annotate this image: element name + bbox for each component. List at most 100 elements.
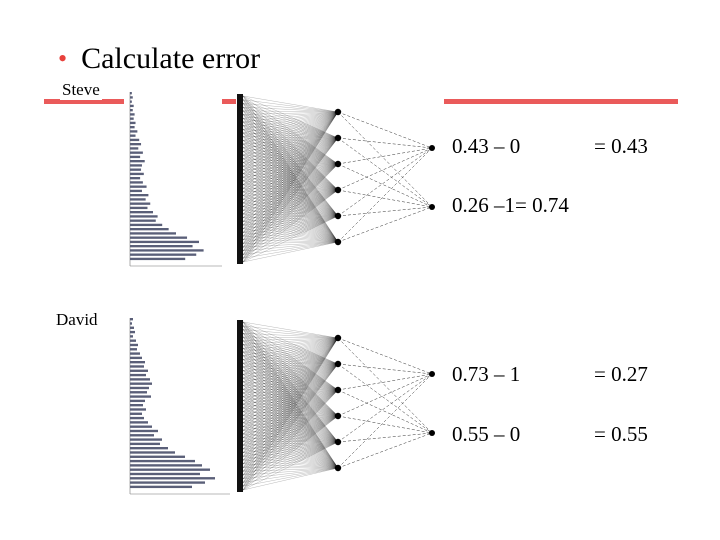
connection-hidden-output (337, 373, 433, 469)
connection-input-hidden (242, 337, 339, 356)
histogram-bar (130, 348, 137, 351)
connection-input-hidden (242, 163, 339, 252)
histogram-bar (130, 109, 133, 112)
connection-hidden-output (337, 137, 433, 208)
connection-input-hidden (242, 337, 339, 367)
connection-input-hidden (242, 111, 339, 167)
histogram-bar (130, 485, 192, 489)
connection-input-hidden (242, 189, 339, 259)
connection-input-hidden (242, 337, 339, 457)
histogram-bar (130, 416, 144, 420)
histogram-bar (130, 219, 156, 222)
connection-input-hidden (242, 241, 339, 252)
connection-hidden-output (337, 363, 433, 434)
hidden-node (334, 334, 342, 342)
connection-input-hidden (242, 336, 339, 339)
connection-input-hidden (242, 111, 339, 218)
connection-input-hidden (242, 103, 339, 113)
histogram-bar (130, 130, 138, 133)
connection-hidden-output (337, 337, 433, 375)
connection-input-hidden (242, 441, 339, 483)
connection-input-hidden (242, 467, 339, 479)
connection-hidden-output (337, 206, 433, 243)
connection-input-hidden (242, 329, 339, 339)
histogram-bar (130, 211, 153, 214)
connection-input-hidden (242, 337, 339, 431)
slide-title: • Calculate error (58, 42, 260, 76)
connection-input-hidden (242, 337, 339, 438)
connection-input-hidden (242, 441, 339, 472)
histogram-bar (130, 468, 210, 471)
connection-input-hidden (242, 106, 339, 113)
histogram-bar (130, 356, 142, 360)
connection-input-hidden (242, 441, 339, 468)
connection-hidden-output (337, 137, 433, 149)
connection-input-hidden (242, 337, 339, 476)
connection-input-hidden (242, 325, 339, 339)
connection-input-hidden (242, 337, 339, 408)
connection-input-hidden (242, 111, 339, 233)
connection-input-hidden (242, 337, 339, 379)
connection-input-hidden (242, 111, 339, 119)
connection-input-hidden (242, 337, 339, 364)
connection-input-hidden (242, 241, 339, 263)
connection-input-hidden (242, 333, 339, 339)
histogram-bar (130, 404, 143, 407)
connection-input-hidden (242, 389, 339, 491)
histogram-bar (130, 104, 134, 108)
histogram-bar (130, 421, 148, 424)
connection-input-hidden (242, 215, 339, 248)
connection-input-hidden (242, 111, 339, 207)
connection-input-hidden (242, 111, 339, 229)
connection-input-hidden (242, 363, 339, 472)
connection-input-hidden (242, 467, 339, 491)
accent-bar-right (444, 99, 678, 104)
connection-input-hidden (242, 137, 339, 240)
histogram-bar (130, 399, 145, 403)
connection-input-hidden (242, 111, 339, 174)
connection-input-hidden (242, 111, 339, 248)
connection-input-hidden (242, 337, 339, 386)
connection-input-hidden (242, 137, 339, 244)
histogram-bar (130, 455, 185, 458)
connection-input-hidden (242, 163, 339, 255)
connection-input-hidden (242, 415, 339, 476)
histogram-bar (130, 382, 152, 385)
connection-input-hidden (242, 163, 339, 248)
connection-hidden-output (337, 432, 433, 443)
connection-input-hidden (242, 337, 339, 464)
histogram-bar (130, 257, 186, 261)
hidden-node (334, 412, 342, 420)
connection-input-hidden (242, 111, 339, 145)
connection-hidden-output (337, 363, 433, 375)
connection-input-hidden (242, 111, 339, 137)
connection-input-hidden (242, 321, 339, 339)
connection-input-hidden (242, 111, 339, 259)
connection-input-hidden (242, 137, 339, 252)
connection-input-hidden (242, 163, 339, 240)
histogram-bar (130, 198, 146, 201)
histogram-bar (130, 438, 162, 441)
connection-input-hidden (242, 415, 339, 483)
connection-input-hidden (242, 111, 339, 163)
histogram-bar (130, 361, 145, 364)
connection-input-hidden (242, 363, 339, 476)
error-result-david-1: = 0.27 (594, 362, 648, 386)
histogram-bar (130, 464, 202, 467)
error-calc-steve-1: 0.43 – 0 (452, 134, 521, 158)
connection-input-hidden (242, 215, 339, 244)
connection-input-hidden (242, 467, 339, 483)
hidden-node (334, 108, 342, 116)
connection-input-hidden (242, 389, 339, 472)
connection-input-hidden (242, 337, 339, 345)
histogram-bar (130, 185, 147, 188)
title-text: Calculate error (81, 42, 261, 75)
connection-input-hidden (242, 111, 339, 222)
connection-input-hidden (242, 163, 339, 244)
connection-input-hidden (242, 467, 339, 472)
histogram-bar (130, 202, 151, 205)
connection-hidden-output (337, 147, 433, 217)
connection-input-hidden (242, 111, 339, 196)
connection-input-hidden (242, 337, 339, 479)
connection-input-hidden (242, 389, 339, 487)
